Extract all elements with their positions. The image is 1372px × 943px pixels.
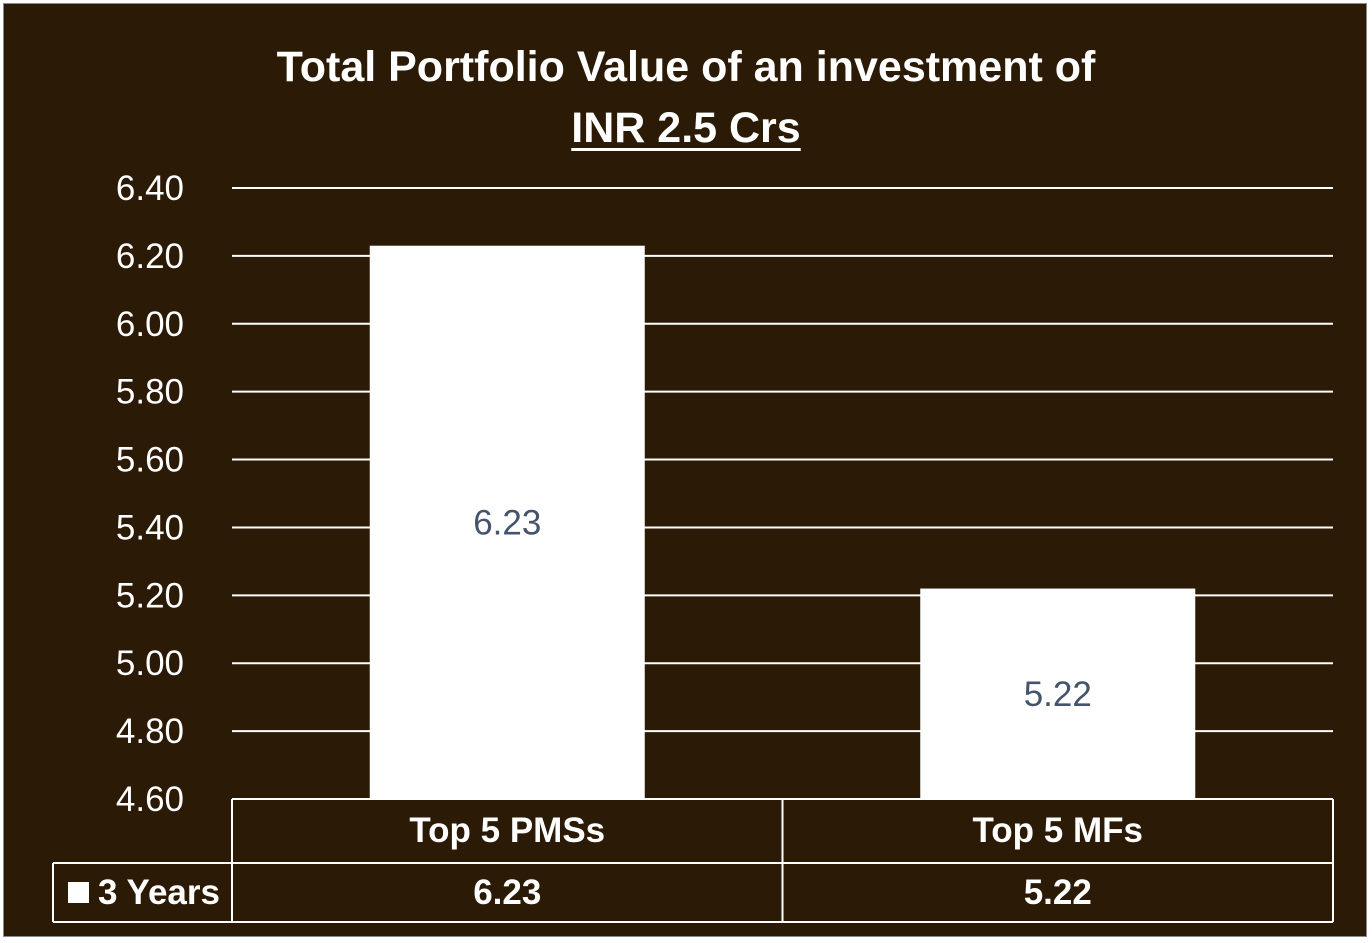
y-tick-label: 6.00 [116,305,184,344]
chart-subtitle-wrapper: INR 2.5 Crs [0,107,1372,150]
legend-swatch [68,882,89,903]
y-tick-label: 5.20 [116,576,184,615]
y-axis-ticks: 4.60 4.80 5.00 5.20 5.40 5.60 5.80 6.00 6.20 6.40 [116,169,184,819]
bars [369,245,1196,799]
y-tick-label: 5.60 [116,441,184,480]
table-value: 6.23 [473,873,541,912]
bar [920,588,1196,799]
chart-subtitle: INR 2.5 Crs [571,104,801,152]
y-tick-label: 5.80 [116,373,184,412]
bar [369,245,645,799]
x-category-label: Top 5 PMSs [409,811,605,850]
y-tick-label: 5.00 [116,644,184,683]
data-label: 6.23 [473,503,541,542]
table-value: 5.22 [1024,873,1092,912]
y-tick-label: 4.60 [116,780,184,819]
legend-series-name: 3 Years [98,873,220,912]
y-tick-label: 6.40 [116,169,184,208]
data-table: Top 5 PMSs 6.23 Top 5 MFs 5.22 3 Years [52,798,1334,923]
data-label: 5.22 [1024,675,1092,714]
y-tick-label: 5.40 [116,508,184,547]
x-category-label: Top 5 MFs [973,811,1143,850]
chart-title: Total Portfolio Value of an investment o… [276,43,1096,91]
data-labels: 6.23 5.22 [473,503,1092,713]
y-tick-label: 6.20 [116,237,184,276]
y-tick-label: 4.80 [116,712,184,751]
